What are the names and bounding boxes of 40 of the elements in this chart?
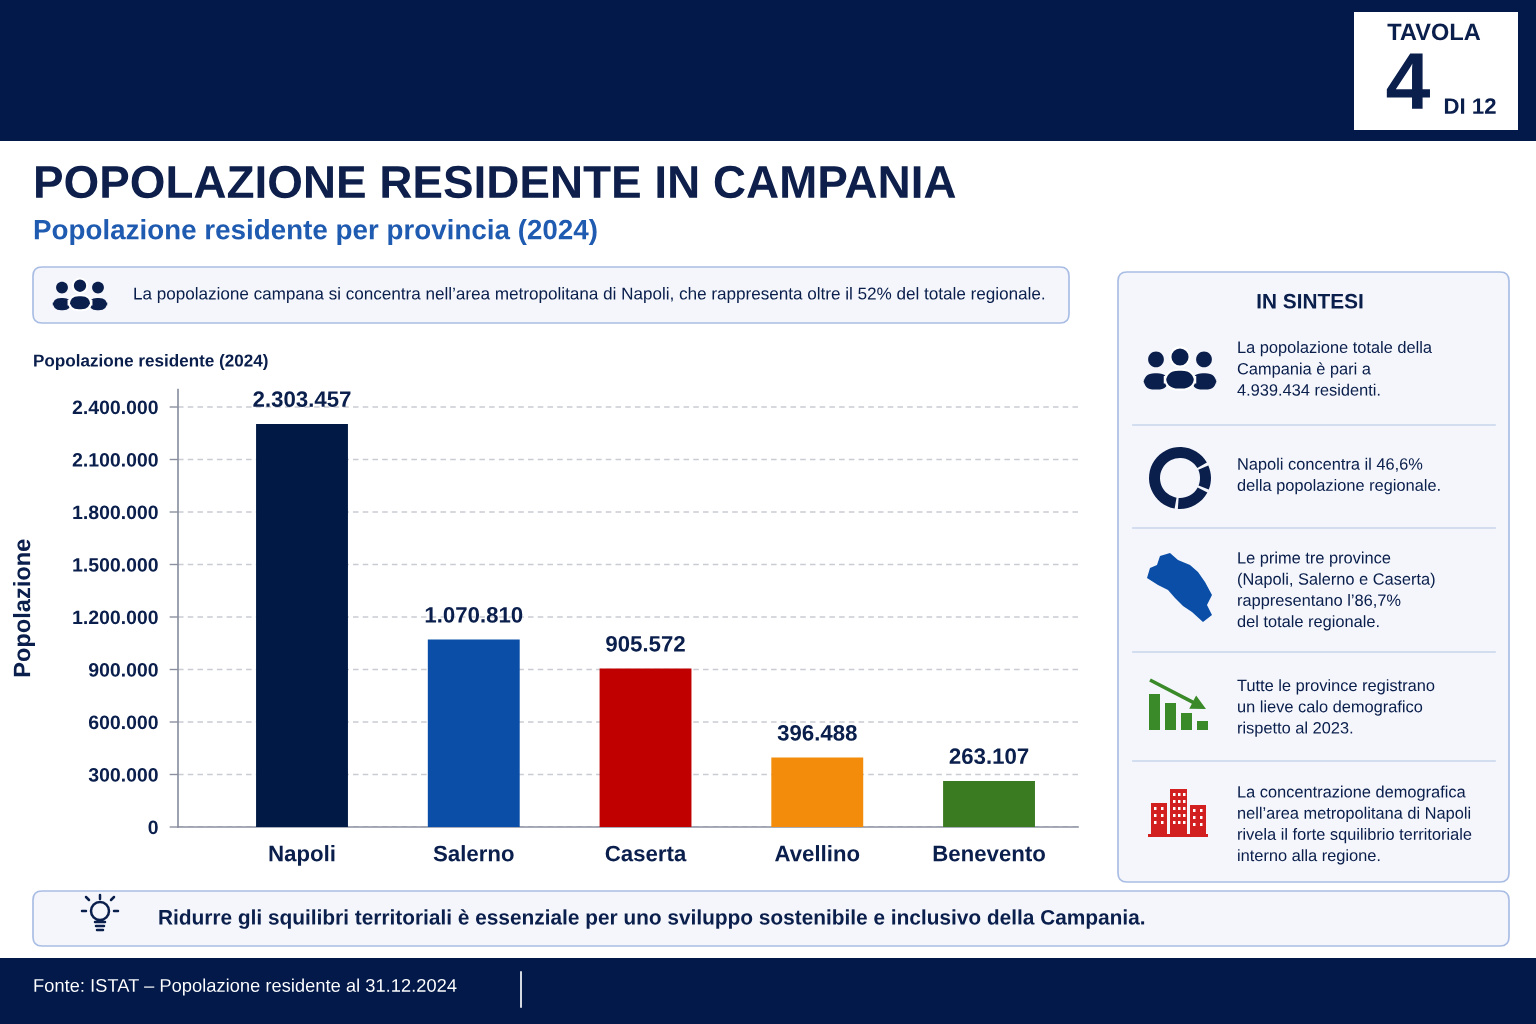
text: La popolazione totale della Campania è pari a 4.939.434 residenti. <box>1237 341 1432 396</box>
text: IN SINTESI <box>1257 293 1363 309</box>
data-label: 396.488 <box>777 724 857 741</box>
x-tick-label: Napoli <box>269 845 335 866</box>
text: Napoli concentra il 46,6% della popolazione regionale. <box>1237 457 1440 495</box>
y-tick-label: 2.400.000 <box>72 400 158 415</box>
y-tick-label: 300.000 <box>88 767 158 782</box>
y-tick-label: 1.800.000 <box>73 505 158 520</box>
bar <box>427 639 520 827</box>
text: 4 <box>1386 53 1430 109</box>
y-tick-label: 600.000 <box>88 715 158 730</box>
text: Tutte le province registrano un lieve calo demografico rispetto al 2023. <box>1237 679 1435 737</box>
data-label: 905.572 <box>606 635 685 652</box>
y-tick-label: 2.100.000 <box>72 452 158 467</box>
bar <box>771 757 864 827</box>
text: Le prime tre province (Napoli, Salerno e Caserta) rappresentano l’86,7% del totale regionale. <box>1237 551 1435 631</box>
bar <box>943 780 1035 827</box>
bar <box>256 423 348 827</box>
chart-subtitle: Popolazione residente per provincia (2024) <box>34 219 597 245</box>
x-tick-label: Benevento <box>933 845 1045 862</box>
x-tick-label: Avellino <box>775 845 860 862</box>
y-tick-label: 1.200.000 <box>73 610 158 625</box>
data-label: 1.070.810 <box>425 606 523 623</box>
text: La concentrazione demografica nell’area metropolitana di Napoli rivela il forte squilibrio territoriale interno alla regione. <box>1238 785 1472 865</box>
y-tick-label: 900.000 <box>88 662 158 677</box>
data-label: 2.303.457 <box>253 391 351 408</box>
text: DI 12 <box>1444 98 1496 114</box>
bar <box>599 668 692 827</box>
source-note: Fonte: ISTAT – Popolazione residente al 31.12.2024 <box>34 978 457 996</box>
y-axis-title: Popolazione <box>12 539 35 677</box>
chart-title: POPOLAZIONE RESIDENTE IN CAMPANIA <box>36 165 956 199</box>
y-tick-label: 0 <box>148 820 158 835</box>
data-label: 263.107 <box>949 748 1029 765</box>
text: Popolazione residente (2024) <box>34 354 268 370</box>
text: TAVOLA <box>1387 23 1481 41</box>
x-tick-label: Salerno <box>433 845 514 862</box>
text: Ridurre gli squilibri territoriali è essenziale per uno sviluppo sostenibile e inclusivo della Campania. <box>159 909 1145 929</box>
x-tick-label: Caserta <box>605 845 687 862</box>
text: La popolazione campana si concentra nell’area metropolitana di Napoli, che rappresenta oltre il 52% del totale regionale. <box>134 287 1045 303</box>
y-tick-label: 1.500.000 <box>73 557 158 572</box>
